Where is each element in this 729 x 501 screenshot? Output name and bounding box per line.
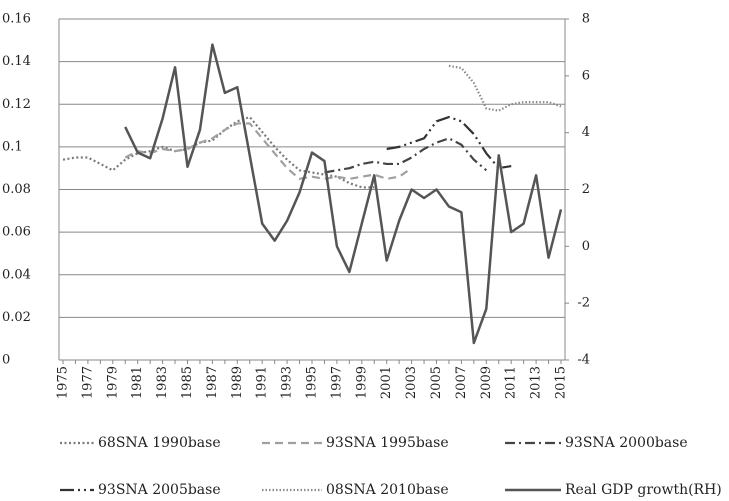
x-tick-label: 2013 bbox=[529, 366, 544, 399]
y2-tick-label: 6 bbox=[582, 68, 590, 83]
x-tick-label: 1975 bbox=[56, 366, 71, 399]
legend-label: 93SNA 1995base bbox=[326, 435, 449, 451]
y-tick-label: 0.12 bbox=[2, 97, 31, 112]
x-tick-label: 1977 bbox=[80, 366, 95, 399]
line-series bbox=[324, 137, 488, 174]
y-tick-label: 0.06 bbox=[2, 225, 31, 240]
y-tick-label: 0.1 bbox=[2, 139, 23, 154]
y-tick-label: 0.08 bbox=[2, 182, 31, 197]
legend-label: 93SNA 2000base bbox=[565, 435, 688, 451]
y2-tick-label: -4 bbox=[577, 353, 590, 368]
x-tick-label: 2009 bbox=[479, 366, 494, 399]
y2-tick-label: 4 bbox=[582, 125, 590, 140]
line-series bbox=[124, 122, 413, 180]
y2-tick-label: 8 bbox=[582, 12, 590, 27]
x-tick-label: 1981 bbox=[130, 366, 145, 399]
x-tick-label: 1997 bbox=[329, 366, 344, 399]
x-tick-label: 1999 bbox=[354, 366, 369, 399]
legend-label: 93SNA 2005base bbox=[98, 482, 221, 498]
x-tick-label: 2007 bbox=[454, 366, 469, 399]
x-tick-label: 2003 bbox=[404, 366, 419, 399]
x-tick-label: 1985 bbox=[180, 366, 195, 399]
y2-tick-label: -2 bbox=[577, 296, 590, 311]
legend-label: Real GDP growth(RH) bbox=[565, 482, 722, 498]
y-tick-label: 0.02 bbox=[2, 310, 31, 325]
line-series bbox=[448, 64, 562, 112]
y-tick-label: 0.16 bbox=[2, 12, 31, 27]
x-tick-label: 1995 bbox=[305, 366, 320, 399]
legend-label: 08SNA 2010base bbox=[326, 482, 449, 498]
x-tick-label: 2011 bbox=[504, 366, 519, 399]
x-tick-label: 1991 bbox=[255, 366, 270, 399]
legend-label: 68SNA 1990base bbox=[98, 435, 221, 451]
x-tick-label: 1979 bbox=[105, 366, 120, 399]
x-tick-label: 2001 bbox=[379, 366, 394, 399]
y-tick-label: 0.14 bbox=[2, 54, 31, 69]
y2-tick-label: 2 bbox=[582, 182, 590, 197]
y2-tick-label: 0 bbox=[582, 239, 590, 254]
y-tick-label: 0.04 bbox=[2, 267, 31, 282]
x-tick-label: 1993 bbox=[280, 366, 295, 399]
line-series bbox=[386, 115, 512, 170]
line-series bbox=[62, 115, 375, 189]
x-tick-label: 1983 bbox=[155, 366, 170, 399]
x-tick-label: 1987 bbox=[205, 366, 220, 399]
y-tick-label: 0 bbox=[2, 353, 10, 368]
x-tick-label: 2015 bbox=[554, 366, 569, 399]
x-tick-label: 2005 bbox=[429, 366, 444, 399]
line-series bbox=[124, 43, 563, 345]
x-tick-label: 1989 bbox=[230, 366, 245, 399]
